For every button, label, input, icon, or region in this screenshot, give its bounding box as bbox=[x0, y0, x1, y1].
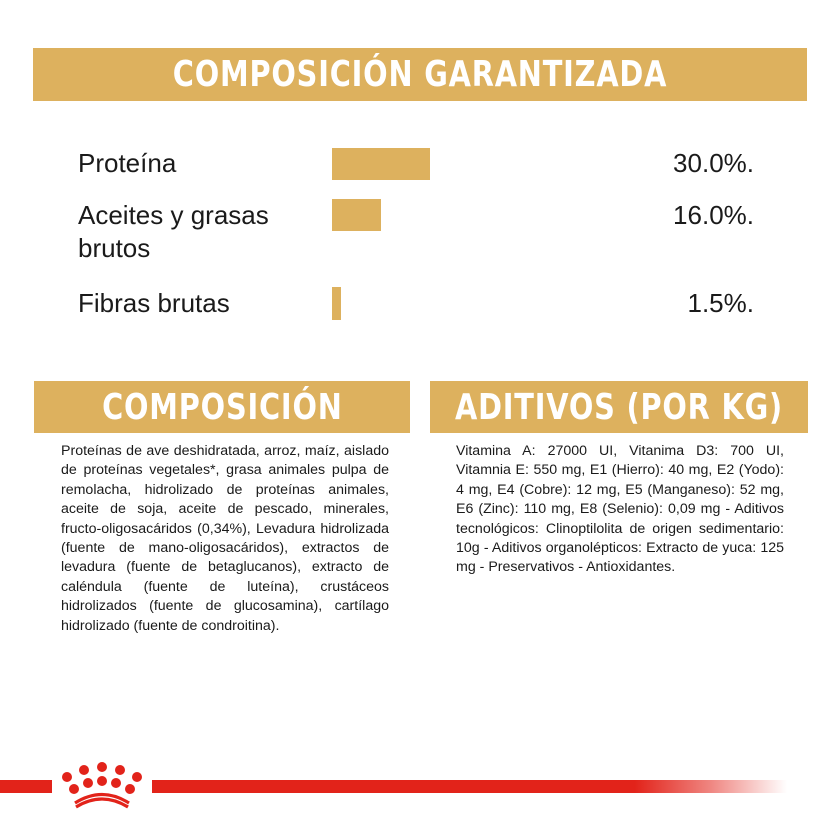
nutrient-label-protein: Proteína bbox=[78, 148, 177, 178]
guaranteed-composition-banner: COMPOSICIÓN GARANTIZADA bbox=[33, 48, 807, 101]
nutrient-value-fat: 16.0%. bbox=[673, 200, 754, 230]
additives-title: ADITIVOS (POR KG) bbox=[455, 386, 784, 428]
nutrient-value-protein: 30.0%. bbox=[673, 148, 754, 178]
additives-banner: ADITIVOS (POR KG) bbox=[430, 381, 808, 433]
nutrient-label-fat-line1: Aceites y grasas bbox=[78, 200, 269, 230]
crown-logo-icon bbox=[62, 762, 142, 809]
nutrient-label-fat: Aceites y grasas brutos bbox=[78, 199, 269, 265]
nutrient-bar-protein bbox=[332, 148, 430, 180]
additives-text: Vitamina A: 27000 UI, Vitanima D3: 700 U… bbox=[456, 443, 784, 576]
nutrient-value-fiber: 1.5%. bbox=[687, 288, 755, 318]
nutrient-label-fat-line2: brutos bbox=[78, 233, 151, 263]
footer-red-line-left bbox=[0, 780, 52, 793]
composition-banner: COMPOSICIÓN bbox=[34, 381, 410, 433]
nutrient-bar-fiber bbox=[332, 287, 341, 320]
composition-text: Proteínas de ave deshidratada, arroz, ma… bbox=[61, 443, 389, 634]
composition-title: COMPOSICIÓN bbox=[101, 386, 343, 428]
guaranteed-composition-title: COMPOSICIÓN GARANTIZADA bbox=[172, 54, 668, 95]
nutrient-bar-fat bbox=[332, 199, 381, 231]
footer-red-line-right bbox=[152, 780, 787, 793]
nutrient-label-fiber: Fibras brutas bbox=[78, 288, 230, 318]
